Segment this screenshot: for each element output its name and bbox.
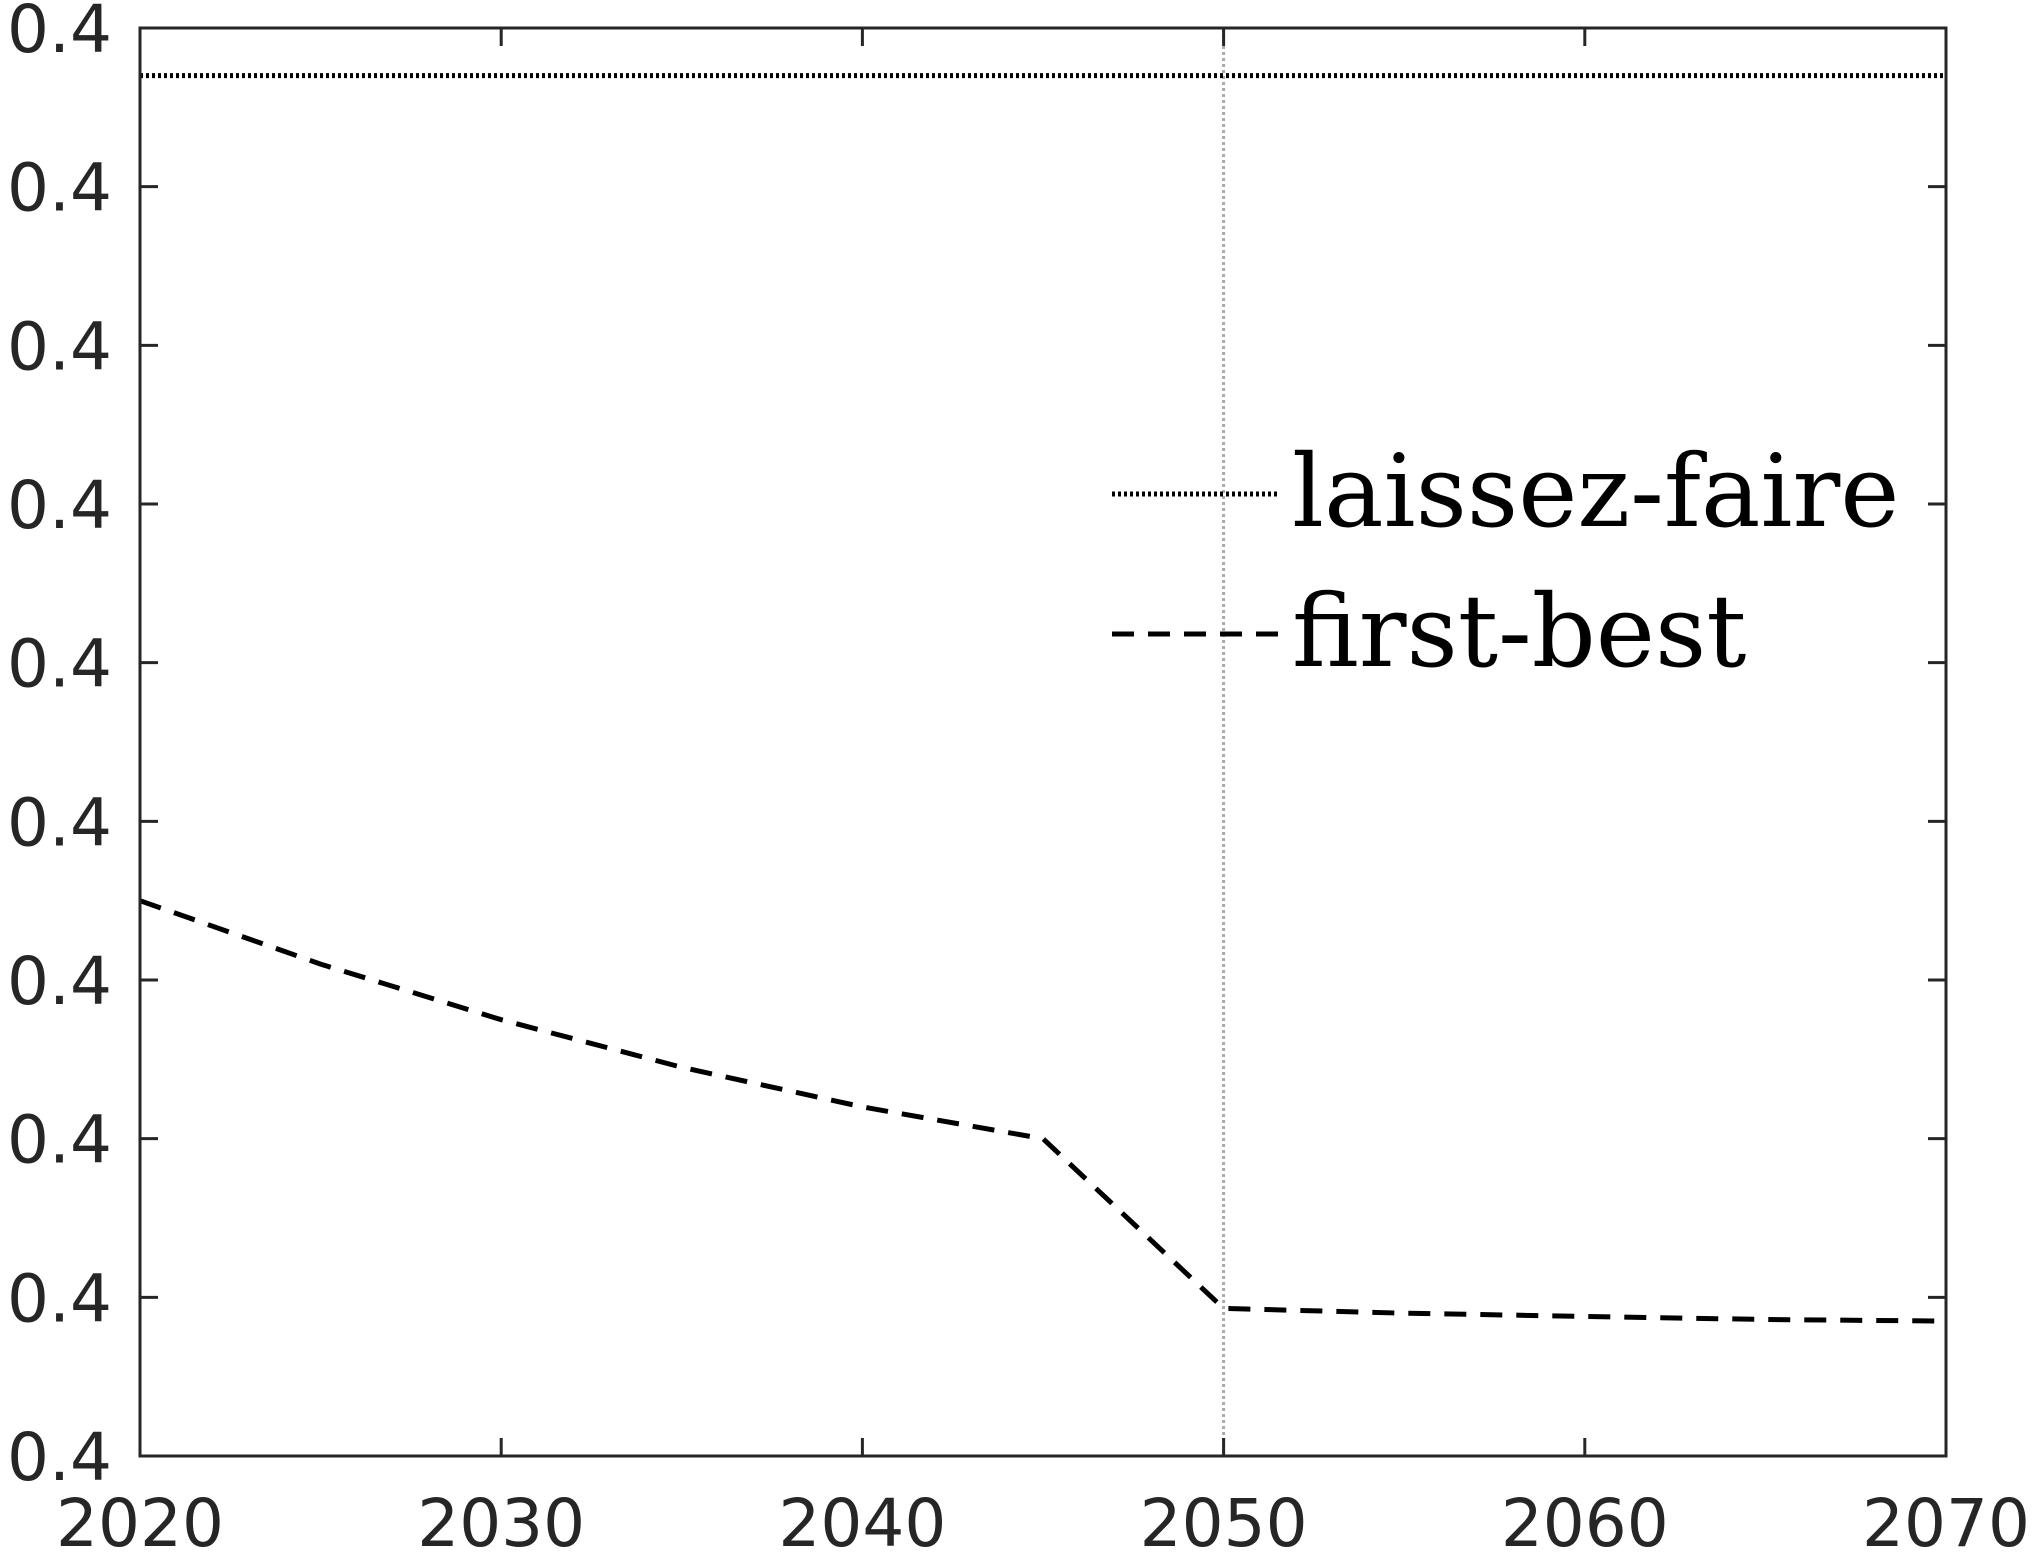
x-tick-label: 2050 [1140,1485,1308,1554]
legend-label-laissez-faire: laissez-faire [1292,433,1899,550]
y-tick-label: 0.4 [7,784,112,861]
x-tick-label: 2040 [778,1485,946,1554]
y-tick-label: 0.4 [7,150,112,227]
legend: laissez-faire first-best [1112,433,1899,690]
plot-area-frame [138,26,1948,1458]
y-tick-label: 0.4 [7,1102,112,1179]
y-tick-label: 0.4 [7,626,112,703]
y-tick-label: 0.4 [7,467,112,544]
x-tick-label: 2060 [1501,1485,1669,1554]
legend-label-first-best: first-best [1292,573,1747,690]
x-tick-label: 2030 [417,1485,585,1554]
series-line-first-best [139,898,1947,1324]
axes-layer [138,26,1948,1458]
ticks-layer: 2020 2030 2040 2050 2060 2070 0.4 0.4 0.4 0.4 0.4 0… [7,0,2030,1554]
y-tick-label: 0.4 [7,0,112,68]
series-layer [139,73,1947,1324]
y-tick-label: 0.4 [7,943,112,1020]
x-tick-label: 2070 [1862,1485,2030,1554]
x-tick-label: 2020 [56,1485,224,1554]
y-tick-label: 0.4 [7,308,112,385]
y-tick-label: 0.4 [7,1419,112,1496]
y-tick-label: 0.4 [7,1260,112,1337]
